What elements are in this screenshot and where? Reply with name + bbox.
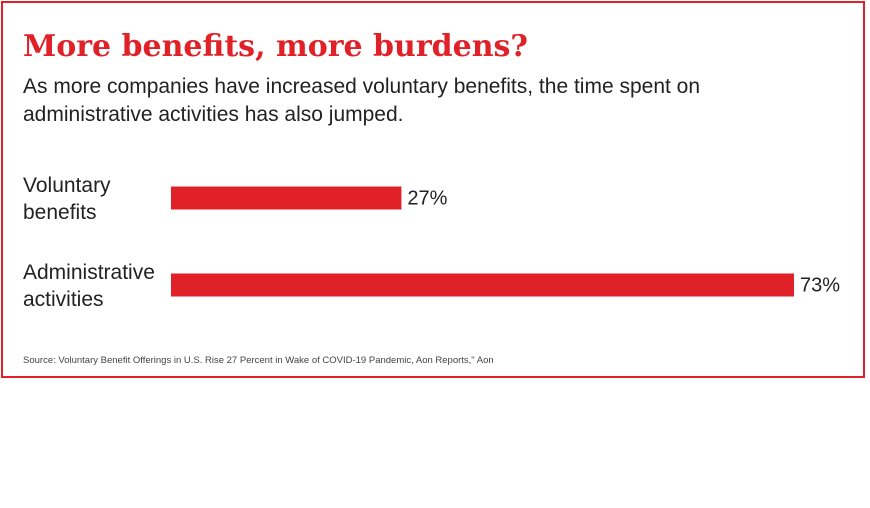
data-label: 27% [407,187,447,209]
source-note: Source: Voluntary Benefit Offerings in U… [23,355,494,366]
chart-title: More benefits, more burdens? [23,29,528,64]
bar [171,273,794,297]
chart-frame: More benefits, more burdens? As more com… [1,1,865,378]
chart-subtitle: As more companies have increased volunta… [23,75,701,126]
bar-chart: Voluntary benefits 27% Administrative activi… [23,174,840,311]
category-label: Administrative activities [23,261,155,311]
bar [171,186,402,210]
category-label: Voluntary benefits [23,174,111,224]
data-label: 73% [800,274,840,296]
